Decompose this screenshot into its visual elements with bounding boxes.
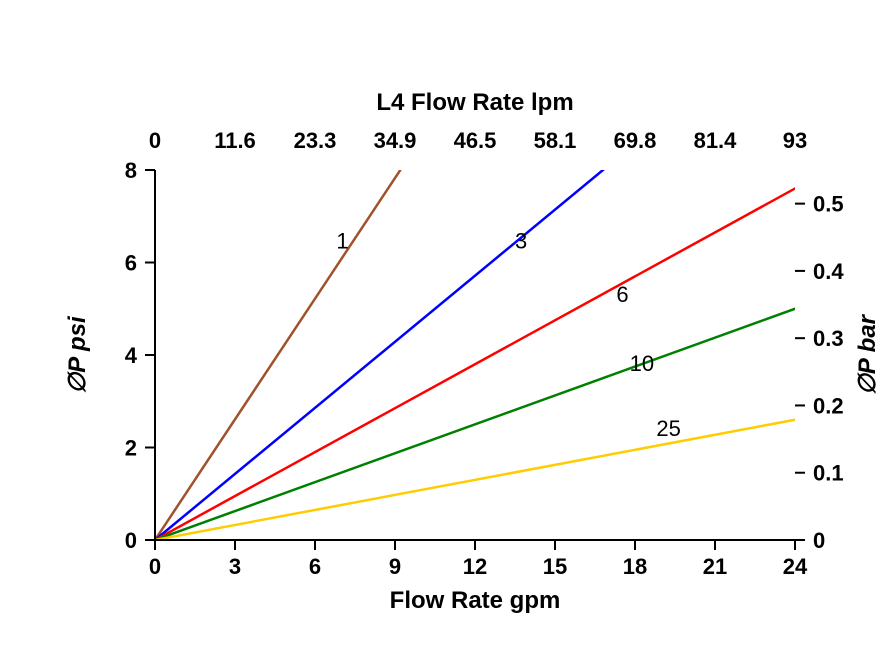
right-tick: 0.1 [813,461,844,486]
top-tick: 23.3 [294,128,337,153]
right-tick: 0.3 [813,326,844,351]
left-tick: 2 [125,436,137,461]
top-axis-label: L4 Flow Rate lpm [376,89,573,116]
left-tick: 6 [125,251,137,276]
series-label-25: 25 [656,416,680,441]
left-tick: 8 [125,158,137,183]
right-tick: 0.2 [813,393,844,418]
bottom-tick: 24 [783,554,808,579]
top-axis-label-text: Flow Rate lpm [411,89,574,116]
bottom-tick: 9 [389,554,401,579]
bottom-tick: 12 [463,554,487,579]
series-label-1: 1 [336,229,348,254]
series-label-3: 3 [515,229,527,254]
left-tick: 4 [125,343,138,368]
bottom-tick: 21 [703,554,727,579]
top-tick: 0 [149,128,161,153]
top-tick: 11.6 [214,128,256,153]
top-tick: 34.9 [374,128,417,153]
series-label-10: 10 [630,351,654,376]
top-tick: 69.8 [614,128,657,153]
bottom-tick: 0 [149,554,161,579]
bottom-tick: 3 [229,554,241,579]
bottom-tick: 18 [623,554,647,579]
top-tick: 81.4 [694,128,738,153]
top-tick: 46.5 [454,128,497,153]
right-tick: 0.5 [813,192,844,217]
bottom-tick: 6 [309,554,321,579]
top-tick: 93 [783,128,807,153]
left-axis-label: ∅P psi [64,315,91,394]
top-tick: 58.1 [534,128,577,153]
right-tick: 0.4 [813,259,844,284]
chart-svg: 03691215182124Flow Rate gpm011.623.334.9… [0,0,894,660]
right-tick: 0 [813,528,825,553]
right-axis-label: ∅P bar [854,313,881,395]
chart-title-prefix: L4 [376,89,405,116]
flow-rate-chart: 03691215182124Flow Rate gpm011.623.334.9… [0,0,894,660]
bottom-axis-label: Flow Rate gpm [390,587,561,614]
left-tick: 0 [125,528,137,553]
bottom-tick: 15 [543,554,567,579]
series-label-6: 6 [616,282,628,307]
